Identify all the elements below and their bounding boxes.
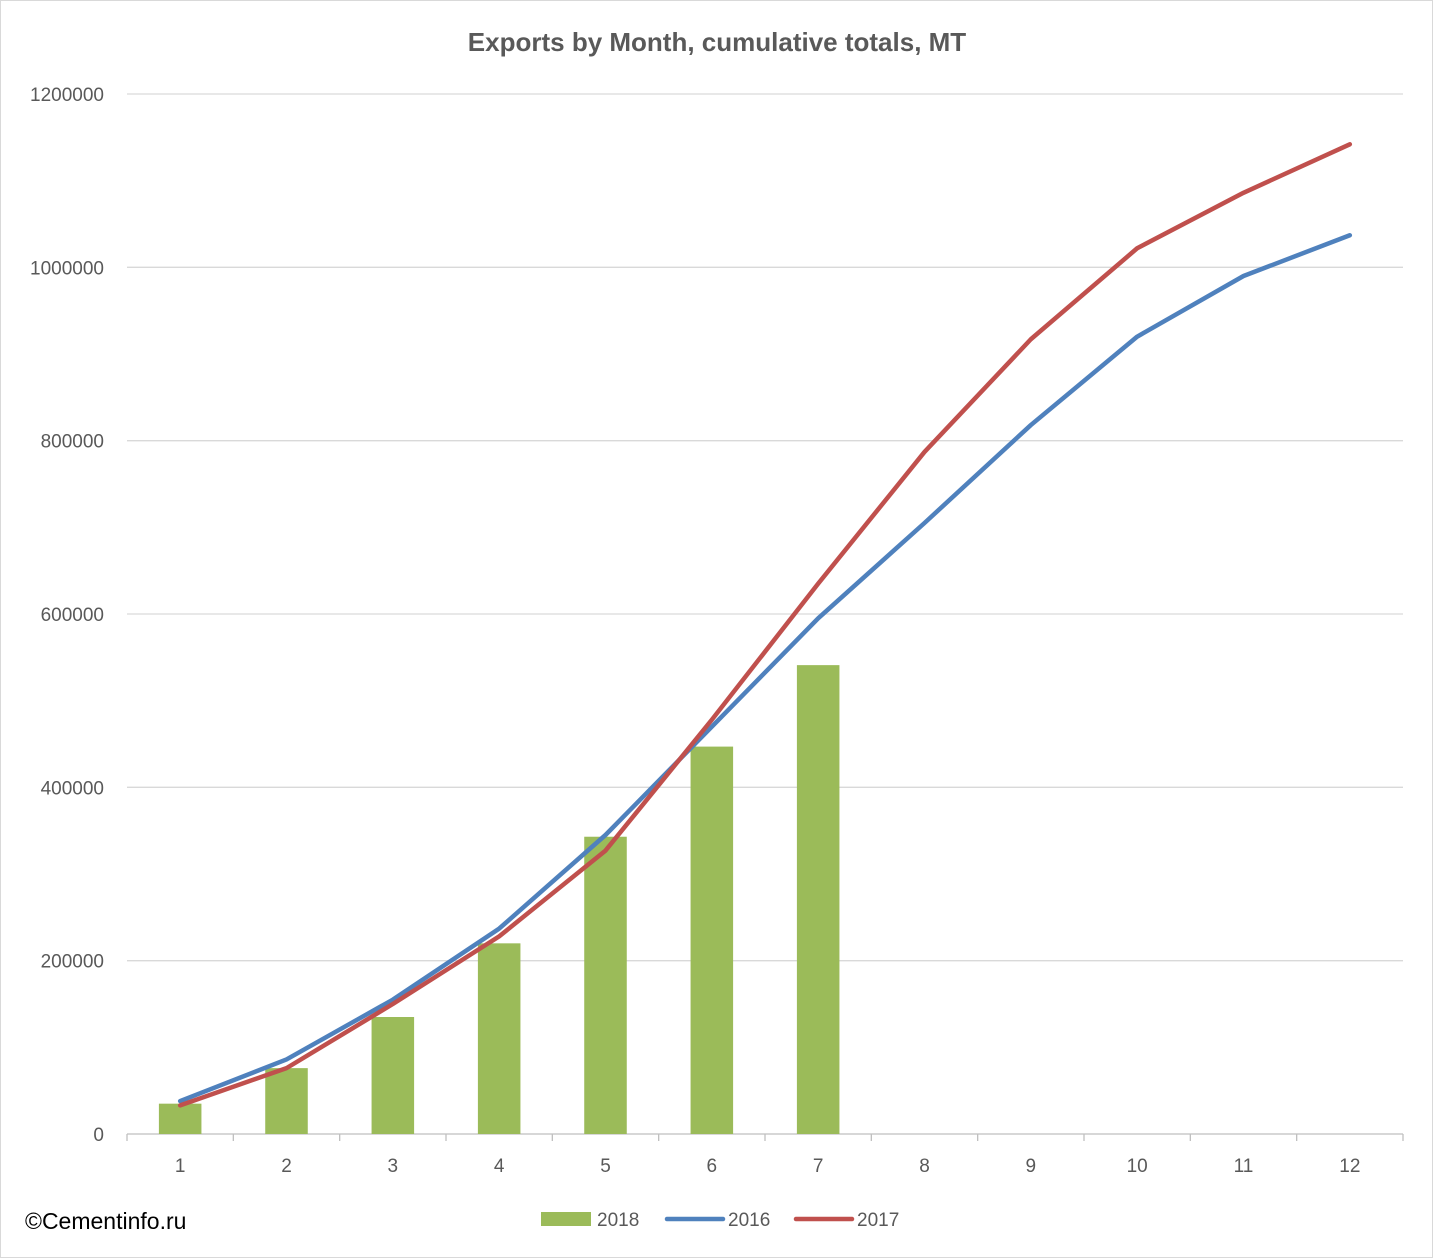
y-tick-label: 200000 bbox=[41, 952, 104, 973]
y-tick-label: 600000 bbox=[41, 605, 104, 626]
line-2016 bbox=[180, 235, 1350, 1101]
legend-swatch-2018 bbox=[541, 1212, 591, 1226]
bar-2018-7 bbox=[797, 665, 840, 1134]
y-tick-label: 1200000 bbox=[30, 85, 104, 106]
y-tick-label: 0 bbox=[93, 1125, 104, 1146]
bar-2018-4 bbox=[478, 943, 521, 1134]
bar-2018-2 bbox=[265, 1068, 308, 1134]
x-tick-label: 9 bbox=[1026, 1156, 1037, 1177]
x-tick-label: 11 bbox=[1234, 1156, 1254, 1177]
bar-2018-5 bbox=[584, 837, 627, 1134]
legend: 2018 2016 2017 bbox=[541, 1210, 899, 1231]
x-tick-label: 6 bbox=[707, 1156, 718, 1177]
legend-label-2016: 2016 bbox=[728, 1210, 770, 1231]
y-tick-label: 400000 bbox=[41, 778, 104, 799]
y-axis-ticks: 0 200000 400000 600000 800000 1000000 1200000 bbox=[30, 85, 104, 1146]
x-tick-label: 3 bbox=[388, 1156, 399, 1177]
x-tick-label: 8 bbox=[919, 1156, 930, 1177]
legend-label-2017: 2017 bbox=[857, 1210, 899, 1231]
chart-title: Exports by Month, cumulative totals, MT bbox=[468, 27, 966, 57]
bar-2018-6 bbox=[691, 747, 734, 1134]
watermark: ©Cementinfo.ru bbox=[25, 1208, 186, 1234]
x-tick-label: 2 bbox=[281, 1156, 292, 1177]
bar-series bbox=[159, 665, 840, 1134]
x-tick-label: 12 bbox=[1339, 1156, 1360, 1177]
x-tick-label: 10 bbox=[1127, 1156, 1148, 1177]
x-tick-label: 7 bbox=[813, 1156, 824, 1177]
x-tick-label: 4 bbox=[494, 1156, 505, 1177]
bar-2018-3 bbox=[372, 1017, 415, 1134]
x-tick-label: 5 bbox=[600, 1156, 611, 1177]
y-tick-label: 800000 bbox=[41, 432, 104, 453]
bar-2018-1 bbox=[159, 1104, 202, 1134]
legend-label-2018: 2018 bbox=[597, 1210, 639, 1231]
x-tick-label: 1 bbox=[175, 1156, 186, 1177]
y-tick-label: 1000000 bbox=[30, 258, 104, 279]
gridlines bbox=[127, 94, 1403, 1134]
